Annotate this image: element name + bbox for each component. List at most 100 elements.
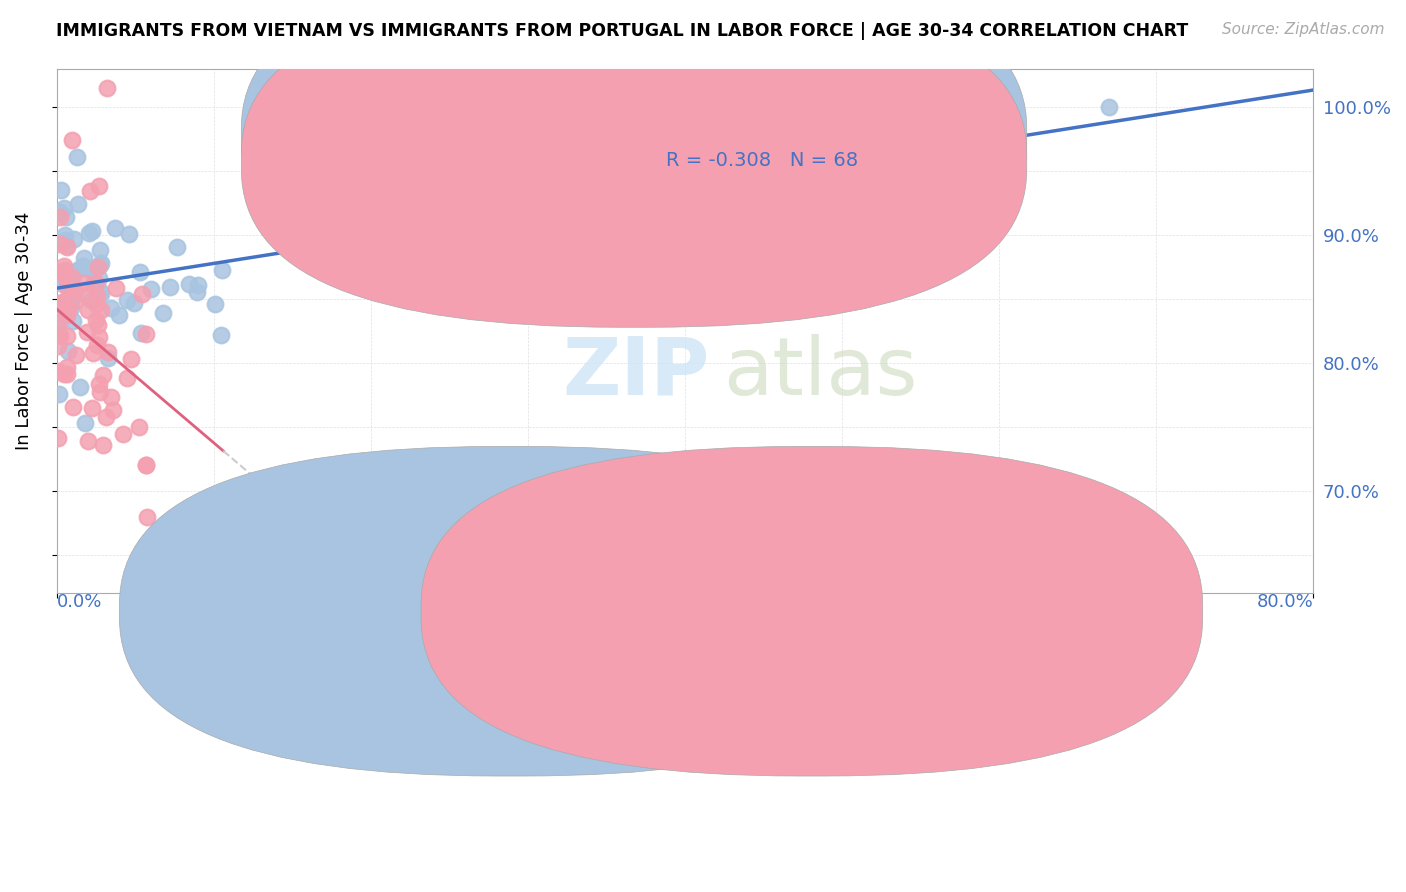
Point <box>46 308 69 322</box>
Point <box>63 264 86 278</box>
Point <box>56 344 79 359</box>
Point <box>187 277 209 292</box>
Point <box>212 574 235 588</box>
Point <box>80 401 103 415</box>
Point <box>80 224 103 238</box>
Point <box>87 260 110 275</box>
Point <box>53 233 76 247</box>
Point <box>146 535 169 549</box>
Point <box>104 221 127 235</box>
Point <box>49 237 72 252</box>
Point <box>91 438 114 452</box>
Point <box>177 277 200 292</box>
Text: atlas: atlas <box>723 334 917 412</box>
Point <box>52 259 75 273</box>
Point <box>82 260 104 275</box>
Point <box>87 330 110 344</box>
Point <box>89 385 111 400</box>
Point <box>76 434 98 449</box>
Point <box>120 352 142 367</box>
Text: 80.0%: 80.0% <box>1257 593 1313 611</box>
Point <box>129 326 152 341</box>
Point <box>86 289 108 303</box>
Point <box>118 227 141 241</box>
Point <box>84 313 107 327</box>
Point <box>55 210 77 224</box>
Point <box>186 285 208 300</box>
Point <box>46 431 69 445</box>
Point <box>90 302 112 317</box>
Point <box>65 348 87 362</box>
Point <box>131 287 153 301</box>
Text: Source: ZipAtlas.com: Source: ZipAtlas.com <box>1222 22 1385 37</box>
Point <box>100 391 122 405</box>
Point <box>94 410 117 425</box>
Text: Immigrants from Portugal: Immigrants from Portugal <box>835 603 1049 621</box>
Text: ZIP: ZIP <box>562 334 710 412</box>
Point <box>87 270 110 285</box>
Y-axis label: In Labor Force | Age 30-34: In Labor Force | Age 30-34 <box>15 211 32 450</box>
Point <box>67 197 90 211</box>
Point <box>67 262 90 277</box>
Point <box>73 252 96 266</box>
Point <box>53 227 76 242</box>
Point <box>117 370 139 384</box>
Text: IMMIGRANTS FROM VIETNAM VS IMMIGRANTS FROM PORTUGAL IN LABOR FORCE | AGE 30-34 C: IMMIGRANTS FROM VIETNAM VS IMMIGRANTS FR… <box>56 22 1188 40</box>
Point <box>55 263 77 277</box>
Point <box>153 561 176 575</box>
Point <box>128 420 150 434</box>
Point <box>52 264 75 278</box>
Point <box>55 293 77 308</box>
Point <box>62 282 84 296</box>
Point <box>66 150 89 164</box>
Point <box>51 265 73 279</box>
Point <box>135 327 157 342</box>
Point <box>60 133 83 147</box>
Point <box>135 458 157 472</box>
Point <box>91 368 114 382</box>
Point <box>112 426 135 441</box>
Point <box>211 263 233 277</box>
Point <box>72 260 94 274</box>
Point <box>48 387 70 401</box>
Point <box>62 400 84 414</box>
Point <box>53 268 76 283</box>
Point <box>135 458 157 473</box>
Point <box>76 325 98 339</box>
Point <box>152 306 174 320</box>
Point <box>89 244 111 258</box>
Point <box>79 184 101 198</box>
Point <box>62 282 84 296</box>
Point <box>55 308 77 322</box>
Point <box>55 239 77 253</box>
Point <box>128 265 150 279</box>
Point <box>56 329 79 343</box>
Point <box>124 295 146 310</box>
Point <box>141 283 163 297</box>
Point <box>209 328 232 343</box>
Point <box>77 227 100 241</box>
Point <box>46 321 69 335</box>
Point <box>107 308 129 322</box>
Point <box>101 402 124 417</box>
Point <box>60 282 83 296</box>
Point <box>82 345 104 359</box>
FancyBboxPatch shape <box>120 446 901 776</box>
FancyBboxPatch shape <box>242 0 1026 302</box>
Point <box>73 277 96 291</box>
Point <box>97 344 120 359</box>
Point <box>49 211 72 225</box>
Point <box>79 293 101 307</box>
Point <box>60 270 83 285</box>
Point <box>48 269 70 284</box>
Point <box>49 183 72 197</box>
Point <box>56 272 79 286</box>
Point <box>62 232 84 246</box>
Point <box>62 282 84 296</box>
Point <box>46 364 69 378</box>
Point <box>87 318 110 333</box>
Point <box>52 277 75 291</box>
Point <box>97 351 120 365</box>
Point <box>56 240 79 254</box>
Point <box>80 263 103 277</box>
